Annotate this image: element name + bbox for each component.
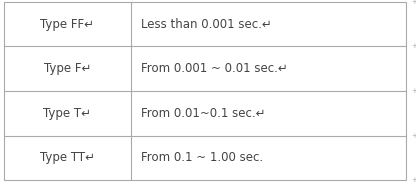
Text: +: + — [411, 133, 416, 139]
Text: +: + — [411, 0, 416, 5]
Text: Type F↵: Type F↵ — [44, 62, 91, 75]
Text: Type TT↵: Type TT↵ — [40, 151, 95, 164]
Text: Less than 0.001 sec.↵: Less than 0.001 sec.↵ — [141, 18, 271, 31]
Text: Type FF↵: Type FF↵ — [40, 18, 94, 31]
Text: From 0.1 ~ 1.00 sec.: From 0.1 ~ 1.00 sec. — [141, 151, 263, 164]
Text: +: + — [411, 177, 416, 182]
Text: Type T↵: Type T↵ — [43, 107, 92, 120]
Text: +: + — [411, 43, 416, 49]
Text: From 0.01~0.1 sec.↵: From 0.01~0.1 sec.↵ — [141, 107, 265, 120]
Text: +: + — [411, 88, 416, 94]
Text: From 0.001 ~ 0.01 sec.↵: From 0.001 ~ 0.01 sec.↵ — [141, 62, 287, 75]
